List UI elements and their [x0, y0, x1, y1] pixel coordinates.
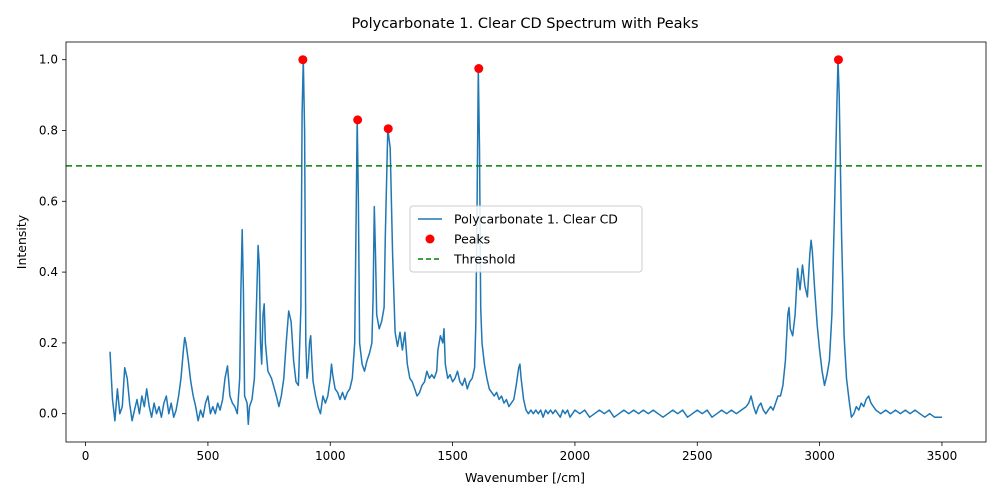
x-tick-label: 2500	[682, 449, 713, 463]
x-tick-label: 0	[82, 449, 90, 463]
peak-marker	[833, 55, 843, 65]
peak-marker	[383, 124, 393, 134]
legend-label-peaks: Peaks	[454, 232, 490, 247]
y-axis-label: Intensity	[14, 214, 29, 269]
x-tick-label: 3000	[804, 449, 835, 463]
x-tick-label: 1500	[437, 449, 468, 463]
plot-series	[66, 55, 986, 426]
peak-marker	[474, 64, 484, 74]
y-tick-label: 0.8	[39, 123, 58, 137]
y-tick-label: 1.0	[39, 53, 58, 67]
spectrum-line	[109, 58, 942, 426]
peak-marker	[298, 55, 308, 65]
y-tick-label: 0.2	[39, 336, 58, 350]
x-tick-label: 1000	[315, 449, 346, 463]
legend-label-threshold: Threshold	[453, 252, 516, 267]
x-tick-label: 2000	[560, 449, 591, 463]
legend-frame	[409, 205, 643, 273]
plot-area: 0 500 1000 1500 2000 2500 3000 3500 0.0 0.2 0.4 0.6…	[39, 41, 987, 463]
axes-frame	[65, 41, 987, 443]
x-axis-label: Wavenumber [/cm]	[465, 470, 585, 485]
x-tick-label: 500	[196, 449, 219, 463]
y-tick-label: 0.0	[39, 407, 58, 421]
peak-marker	[353, 115, 363, 125]
legend: Polycarbonate 1. Clear CD Peaks Threshol…	[409, 205, 643, 273]
y-tick-label: 0.4	[39, 265, 58, 279]
legend-peak-swatch	[425, 234, 435, 244]
y-tick-label: 0.6	[39, 194, 58, 208]
legend-label-spectrum: Polycarbonate 1. Clear CD	[454, 212, 618, 227]
chart-title: Polycarbonate 1. Clear CD Spectrum with …	[352, 16, 699, 32]
x-tick-label: 3500	[927, 449, 958, 463]
